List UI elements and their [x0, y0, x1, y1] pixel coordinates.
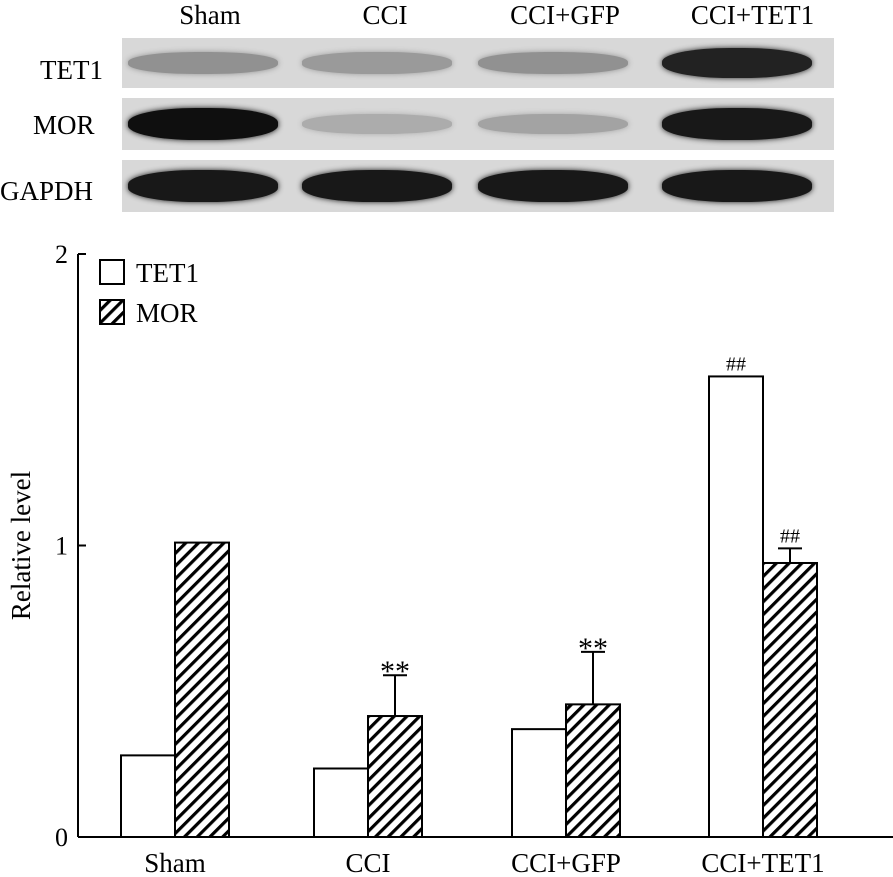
blot-band-gapdh-4 [662, 170, 812, 202]
annotation-mor-2: ** [380, 655, 410, 688]
bar-tet1-2 [313, 767, 369, 838]
legend-swatch-1 [99, 259, 125, 285]
y-tick-label-0: 0 [55, 823, 68, 852]
blot-band-mor-4 [662, 108, 812, 140]
blot-band-tet1-3 [478, 51, 628, 75]
western-blot-panel: Sham CCI CCI+GFP CCI+TET1 TET1 MOR GAPDH [0, 0, 893, 215]
lane-label-cci-tet1: CCI+TET1 [690, 0, 815, 30]
lane-label-cci: CCI [362, 0, 408, 30]
bar-mor-3 [565, 703, 621, 838]
row-label-gapdh: GAPDH [0, 176, 94, 206]
bar-mor-1 [174, 541, 230, 838]
bar-tet1-4 [708, 375, 764, 838]
legend-swatch-2 [99, 299, 125, 325]
lane-label-sham: Sham [179, 0, 241, 30]
blot-band-mor-3 [478, 113, 628, 135]
x-tick-label-4: CCI+TET1 [701, 848, 824, 877]
annotation-tet1-4: ## [726, 353, 746, 375]
annotation-mor-4: ## [780, 525, 800, 547]
row-label-tet1: TET1 [40, 55, 103, 85]
blot-band-tet1-4 [662, 47, 812, 79]
blot-band-mor-2 [302, 113, 452, 135]
lane-label-cci-gfp: CCI+GFP [510, 0, 620, 30]
blot-band-mor-1 [128, 108, 278, 140]
blot-band-gapdh-3 [478, 170, 628, 202]
blot-strip-mor [122, 98, 834, 150]
x-tick-label-3: CCI+GFP [511, 848, 621, 877]
blot-band-tet1-2 [302, 52, 452, 74]
bar-mor-2 [367, 715, 423, 838]
legend-label-2: MOR [136, 298, 198, 328]
y-tick-label-1: 1 [55, 532, 68, 561]
legend-label-1: TET1 [136, 258, 199, 288]
blot-strip-gapdh [122, 160, 834, 212]
bar-mor-4 [762, 561, 818, 838]
annotation-mor-3: ** [578, 632, 608, 665]
x-tick-label-1: Sham [144, 848, 206, 877]
y-axis-label: Relative level [6, 471, 36, 620]
x-tick-label-2: CCI [345, 848, 390, 877]
bar-chart: 0 1 2 Relative level ## ** ** ## Sham CCI CCI+GFP C… [6, 240, 893, 877]
bar-tet1-1 [120, 754, 176, 839]
bar-tet1-3 [511, 728, 567, 838]
row-label-mor: MOR [33, 110, 95, 140]
blot-band-gapdh-2 [302, 170, 452, 202]
blot-band-gapdh-1 [128, 170, 278, 202]
blot-strip-tet1 [122, 38, 834, 88]
blot-band-tet1-1 [128, 51, 278, 75]
y-tick-label-2: 2 [55, 240, 68, 269]
